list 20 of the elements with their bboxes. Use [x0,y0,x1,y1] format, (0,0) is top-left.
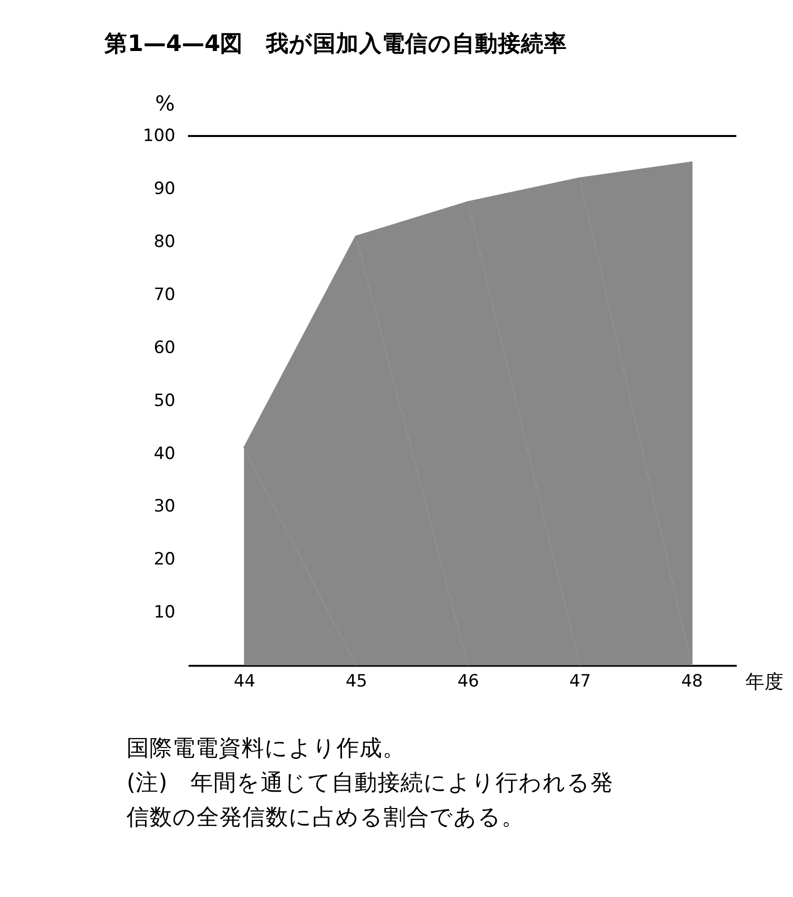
x-tick-label: 44 [234,672,256,692]
y-tick-label: 80 [154,232,176,252]
x-tick-label: 46 [457,672,480,692]
y-tick-label: 90 [154,179,176,200]
y-tick-label: 100 [142,126,176,146]
y-tick-label: 70 [154,284,176,305]
x-tick-label: 45 [346,672,368,692]
y-tick-label: 60 [154,338,176,358]
x-tick-label: 48 [681,672,703,692]
y-tick-label: 10 [154,602,176,623]
x-tick-label: 47 [569,672,591,692]
text: (注) 年間を通じて自動接続により行われる発信数の全発信数に占める割合である。 [126,770,614,831]
x-axis-title: 年度 [746,670,784,693]
y-tick-label: 50 [154,390,176,411]
text: 国際電電資料により作成。 [126,735,406,762]
y-tick-label: 30 [154,496,176,517]
chart-title: 第1—4—4図 我が国加入電信の自動接続率 [104,30,568,57]
y-tick-label: 20 [154,550,176,570]
y-tick-label: 40 [154,444,176,464]
y-axis-title: % [155,91,175,116]
